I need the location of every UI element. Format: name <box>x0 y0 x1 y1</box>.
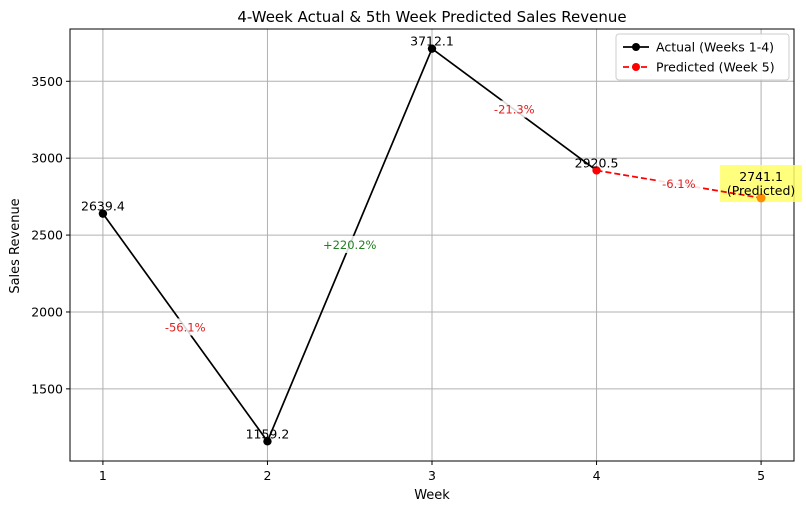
series-layer <box>98 44 803 446</box>
data-label: 1159.2 <box>246 426 290 441</box>
data-label: 2920.5 <box>575 155 619 170</box>
change-label: -56.1% <box>165 320 206 334</box>
label-layer: -56.1% +220.2% -21.3% -6.1% 2639.4 1159.2 3712… <box>81 34 795 442</box>
y-tick-label: 3000 <box>31 151 63 166</box>
x-tick-label: 3 <box>428 468 436 483</box>
actual-point <box>98 209 108 218</box>
predicted-label: (Predicted) <box>727 183 795 198</box>
legend: Actual (Weeks 1-4) Predicted (Week 5) <box>615 33 790 81</box>
data-label: 3712.1 <box>410 34 454 49</box>
grid <box>70 29 794 461</box>
legend-swatch-marker <box>632 43 640 51</box>
data-label: 2639.4 <box>81 199 125 214</box>
y-axis-label: Sales Revenue <box>8 198 23 293</box>
change-label-bg <box>319 235 380 253</box>
legend-swatch-marker <box>632 63 640 71</box>
y-tick-label: 3500 <box>31 74 63 89</box>
legend-label: Predicted (Week 5) <box>656 60 775 75</box>
predicted-point <box>756 193 766 203</box>
change-label: -21.3% <box>494 103 535 117</box>
x-tick-label: 4 <box>593 468 601 483</box>
predicted-label: 2741.1 <box>739 169 783 184</box>
actual-point <box>592 166 601 175</box>
actual-point <box>427 44 437 53</box>
change-label-bg <box>158 318 212 336</box>
x-tick-label: 2 <box>263 468 271 483</box>
change-label: -6.1% <box>662 177 695 191</box>
y-tick-label: 2000 <box>31 304 63 319</box>
change-label-bg <box>656 175 702 193</box>
legend-box <box>615 33 790 81</box>
y-tick-label: 1500 <box>31 381 63 396</box>
x-axis-label: Week <box>414 488 450 503</box>
x-tick-label: 1 <box>99 468 107 483</box>
y-tick-label: 2500 <box>31 228 63 243</box>
legend-label: Actual (Weeks 1-4) <box>656 40 774 55</box>
change-label-bg <box>488 100 541 118</box>
change-label: +220.2% <box>323 238 377 252</box>
chart-title: 4-Week Actual & 5th Week Predicted Sales… <box>237 8 626 26</box>
actual-point <box>263 437 272 446</box>
x-tick-label: 5 <box>757 468 765 483</box>
axis-ticks: 1 2 3 4 5 1500 2000 2500 3000 3500 <box>31 74 765 483</box>
